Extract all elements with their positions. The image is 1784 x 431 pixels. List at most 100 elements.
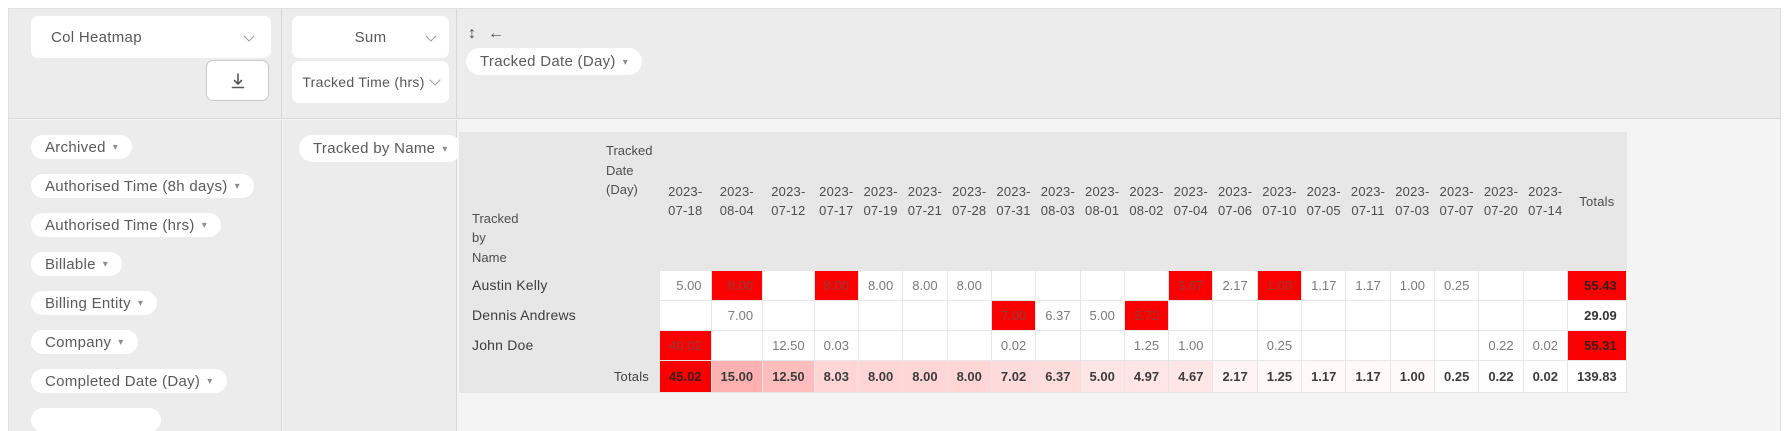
col-header-2023-07-28[interactable]: 2023-07-28 bbox=[946, 132, 992, 271]
value-cell bbox=[1123, 269, 1170, 301]
col-header-2023-07-10[interactable]: 2023-07-10 bbox=[1256, 132, 1303, 271]
caret-down-icon: ▾ bbox=[137, 298, 144, 309]
measure-select[interactable]: Tracked Time (hrs) bbox=[292, 61, 449, 103]
col-header-2023-08-01[interactable]: 2023-08-01 bbox=[1079, 132, 1125, 271]
value-cell: 8.00 bbox=[902, 269, 948, 301]
filter-pill-company[interactable]: Company ▾ bbox=[31, 330, 138, 354]
filter-pill-archived[interactable]: Archived ▾ bbox=[31, 135, 133, 159]
filter-pill-authorised-time-8h-days[interactable]: Authorised Time (8h days) ▾ bbox=[31, 174, 254, 198]
col-header-2023-07-03[interactable]: 2023-07-03 bbox=[1389, 132, 1436, 271]
col-header-2023-07-31[interactable]: 2023-07-31 bbox=[990, 132, 1037, 271]
column-total-cell: 8.00 bbox=[946, 359, 992, 393]
col-header-2023-07-19[interactable]: 2023-07-19 bbox=[857, 132, 904, 271]
caret-down-icon: ▾ bbox=[102, 259, 109, 270]
col-header-2023-07-06[interactable]: 2023-07-06 bbox=[1212, 132, 1258, 271]
aggregation-select[interactable]: Sum bbox=[292, 16, 449, 58]
value-cell bbox=[1168, 299, 1214, 331]
totals-row-label: Totals bbox=[459, 359, 660, 393]
column-total-cell: 1.17 bbox=[1301, 359, 1347, 393]
filter-label: Completed Date (Day) bbox=[45, 372, 201, 390]
filter-label: Billable bbox=[45, 255, 96, 273]
value-cell bbox=[762, 269, 815, 301]
move-field-left-icon[interactable]: ← bbox=[488, 25, 504, 42]
col-header-2023-07-11[interactable]: 2023-07-11 bbox=[1345, 132, 1391, 271]
value-cell bbox=[1079, 269, 1125, 301]
value-cell bbox=[762, 299, 815, 331]
filters-sidebar: Archived ▾ Authorised Time (8h days) ▾ A… bbox=[9, 120, 282, 431]
value-cell bbox=[1035, 329, 1081, 361]
value-cell bbox=[1212, 299, 1258, 331]
filter-pill-billing-entity[interactable]: Billing Entity ▾ bbox=[31, 291, 158, 315]
col-header-2023-07-17[interactable]: 2023-07-17 bbox=[813, 132, 859, 271]
chevron-down-icon bbox=[425, 30, 437, 42]
column-total-cell: 6.37 bbox=[1035, 359, 1081, 393]
value-cell: 0.25 bbox=[1434, 269, 1480, 301]
caret-down-icon: ▾ bbox=[207, 376, 213, 387]
resize-rows-icon[interactable]: ↕ bbox=[468, 25, 476, 42]
value-cell bbox=[1389, 329, 1436, 361]
filter-pill-completed-date-day[interactable]: Completed Date (Day) ▾ bbox=[31, 369, 227, 393]
column-total-cell: 45.02 bbox=[659, 359, 712, 393]
col-header-2023-07-07[interactable]: 2023-07-07 bbox=[1434, 132, 1480, 271]
value-cell bbox=[659, 299, 712, 331]
value-cell: 3.72 bbox=[1123, 299, 1170, 331]
filter-pill-authorised-time-hrs[interactable]: Authorised Time (hrs) ▾ bbox=[31, 213, 222, 237]
filter-label: Billing Entity bbox=[45, 294, 131, 312]
toolbar-section-chart: Col Heatmap bbox=[9, 9, 282, 119]
value-cell: 1.17 bbox=[1345, 269, 1391, 301]
totals-col-header[interactable]: Totals bbox=[1566, 132, 1627, 271]
col-header-2023-07-04[interactable]: 2023-07-04 bbox=[1168, 132, 1214, 271]
row-total-cell: 55.43 bbox=[1566, 269, 1627, 301]
col-header-2023-07-14[interactable]: 2023-07-14 bbox=[1522, 132, 1568, 271]
row-header-dennis-andrews[interactable]: Dennis Andrews bbox=[459, 299, 660, 331]
col-header-2023-07-20[interactable]: 2023-07-20 bbox=[1478, 132, 1524, 271]
export-button[interactable] bbox=[206, 60, 269, 101]
col-header-2023-07-05[interactable]: 2023-07-05 bbox=[1301, 132, 1347, 271]
column-field-pill[interactable]: Tracked Date (Day) ▾ bbox=[466, 48, 643, 75]
pivot-row-austin-kelly: Austin Kelly 5.00 8.00 8.00 8.00 8.00 8.00 3.67… bbox=[459, 269, 1627, 301]
value-cell: 7.00 bbox=[710, 299, 764, 331]
corner-blank-cell bbox=[459, 132, 594, 201]
row-field-label: Tracked by Name bbox=[313, 140, 436, 157]
filter-pill-billable[interactable]: Billable ▾ bbox=[31, 252, 123, 276]
value-cell bbox=[1345, 329, 1391, 361]
column-total-cell: 7.02 bbox=[990, 359, 1037, 393]
row-field-pill[interactable]: Tracked by Name ▾ bbox=[299, 135, 462, 162]
column-total-cell: 0.02 bbox=[1522, 359, 1568, 393]
pivot-table: Tracked Date (Day) 2023-07-18 2023-08-04 20… bbox=[459, 132, 1627, 393]
download-icon bbox=[231, 72, 244, 88]
column-total-cell: 0.22 bbox=[1478, 359, 1524, 393]
value-cell: 8.00 bbox=[813, 269, 859, 301]
row-header-john-doe[interactable]: John Doe bbox=[459, 329, 660, 361]
filter-pill-partial[interactable] bbox=[31, 408, 161, 431]
value-cell: 6.37 bbox=[1035, 299, 1081, 331]
col-header-2023-08-02[interactable]: 2023-08-02 bbox=[1123, 132, 1170, 271]
row-total-cell: 55.31 bbox=[1566, 329, 1627, 361]
value-cell bbox=[902, 329, 948, 361]
value-cell: 0.22 bbox=[1478, 329, 1524, 361]
pivot-row-john-doe: John Doe 40.02 12.50 0.03 0.02 1.25 1.00 0.25 0.… bbox=[459, 329, 1627, 361]
col-header-2023-08-04[interactable]: 2023-08-04 bbox=[710, 132, 764, 271]
value-cell bbox=[710, 329, 764, 361]
value-cell bbox=[1522, 299, 1568, 331]
value-cell: 0.03 bbox=[813, 329, 859, 361]
value-cell: 0.02 bbox=[990, 329, 1037, 361]
col-header-2023-07-12[interactable]: 2023-07-12 bbox=[762, 132, 815, 271]
value-cell bbox=[1434, 299, 1480, 331]
row-header-austin-kelly[interactable]: Austin Kelly bbox=[459, 269, 660, 301]
chart-type-select[interactable]: Col Heatmap bbox=[31, 16, 271, 58]
value-cell bbox=[990, 269, 1037, 301]
value-cell: 8.00 bbox=[710, 269, 764, 301]
col-header-2023-07-18[interactable]: 2023-07-18 bbox=[659, 132, 712, 271]
col-header-2023-07-21[interactable]: 2023-07-21 bbox=[902, 132, 948, 271]
totals-row: Totals 45.02 15.00 12.50 8.03 8.00 8.00 8.00 7.0… bbox=[459, 359, 1627, 393]
col-header-2023-08-03[interactable]: 2023-08-03 bbox=[1035, 132, 1081, 271]
value-cell bbox=[1434, 329, 1480, 361]
pivot-table-container: Tracked Date (Day) 2023-07-18 2023-08-04 20… bbox=[459, 132, 1627, 393]
column-total-cell: 15.00 bbox=[710, 359, 764, 393]
caret-down-icon: ▾ bbox=[118, 337, 124, 348]
caret-down-icon: ▾ bbox=[234, 181, 240, 192]
value-cell bbox=[1212, 329, 1258, 361]
value-cell: 40.02 bbox=[659, 329, 712, 361]
